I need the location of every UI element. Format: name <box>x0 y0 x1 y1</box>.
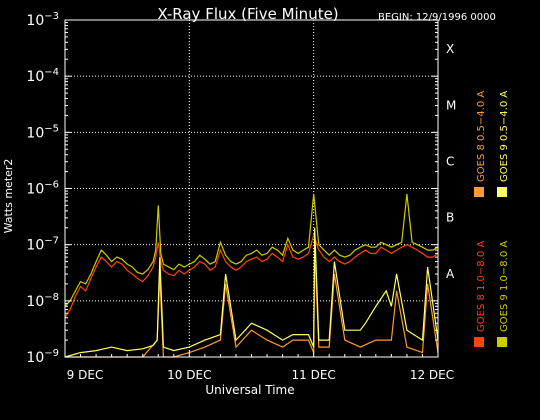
chart-title: X-Ray Flux (Five Minute) <box>157 5 338 23</box>
legend-label: GOES 9 0.5−4.0 A <box>499 91 510 182</box>
series-line <box>64 232 439 319</box>
legend-label: GOES 9 1.0−8.0 A <box>499 241 510 332</box>
y-tick-base: 10 <box>26 182 44 198</box>
y-tick-label: 10−4 <box>26 67 59 85</box>
y-tick-base: 10 <box>26 350 44 366</box>
x-tick-label: 11 DEC <box>292 368 336 382</box>
flare-class-label: B <box>446 211 454 225</box>
y-tick-label: 10−6 <box>26 180 59 198</box>
y-tick-label: 10−9 <box>26 348 59 366</box>
series-lines <box>64 193 439 358</box>
x-tick-label: 12 DEC <box>410 368 454 382</box>
y-tick-exponent: −7 <box>44 236 59 247</box>
y-tick-base: 10 <box>26 69 44 85</box>
y-tick-base: 10 <box>26 13 44 29</box>
y-tick-exponent: −3 <box>44 11 59 22</box>
x-tick-label: 10 DEC <box>167 368 211 382</box>
y-tick-exponent: −9 <box>44 348 59 359</box>
y-tick-exponent: −4 <box>44 67 59 78</box>
y-tick-label: 10−7 <box>26 236 59 254</box>
legend-swatch <box>474 187 484 197</box>
flare-class-label: X <box>446 42 454 56</box>
y-tick-base: 10 <box>26 238 44 254</box>
y-tick-base: 10 <box>26 125 44 141</box>
begin-label: BEGIN: 12/9/1996 0000 <box>378 12 496 23</box>
legend-label: GOES 8 0.5−4.0 A <box>476 91 487 182</box>
legend-swatch <box>497 187 507 197</box>
legend: GOES 8 1.0−8.0 A GOES 8 0.5−4.0 A GOES 9 1… <box>474 91 510 347</box>
series-line <box>64 227 439 358</box>
y-tick-label: 10−3 <box>26 11 59 29</box>
axis-ticks: 10−910−810−710−610−510−410−39 DEC 10 DEC 1… <box>26 11 456 382</box>
series-line <box>65 244 439 358</box>
flare-class-label: C <box>446 154 454 168</box>
legend-label: GOES 8 1.0−8.0 A <box>476 241 487 332</box>
legend-swatch <box>497 337 507 347</box>
y-tick-exponent: −8 <box>44 292 59 303</box>
legend-swatch <box>474 337 484 347</box>
y-tick-base: 10 <box>26 294 44 310</box>
x-tick-label: 9 DEC <box>67 368 104 382</box>
flare-class-label: M <box>446 98 456 112</box>
y-tick-exponent: −6 <box>44 180 59 191</box>
y-tick-label: 10−5 <box>26 123 59 141</box>
y-axis-label: Watts meter2 <box>2 159 15 234</box>
y-tick-exponent: −5 <box>44 123 59 134</box>
series-line <box>64 193 439 307</box>
flare-class-label: A <box>446 267 455 281</box>
x-axis-label: Universal Time <box>205 383 294 397</box>
y-tick-label: 10−8 <box>26 292 59 310</box>
grid-lines <box>65 20 438 357</box>
